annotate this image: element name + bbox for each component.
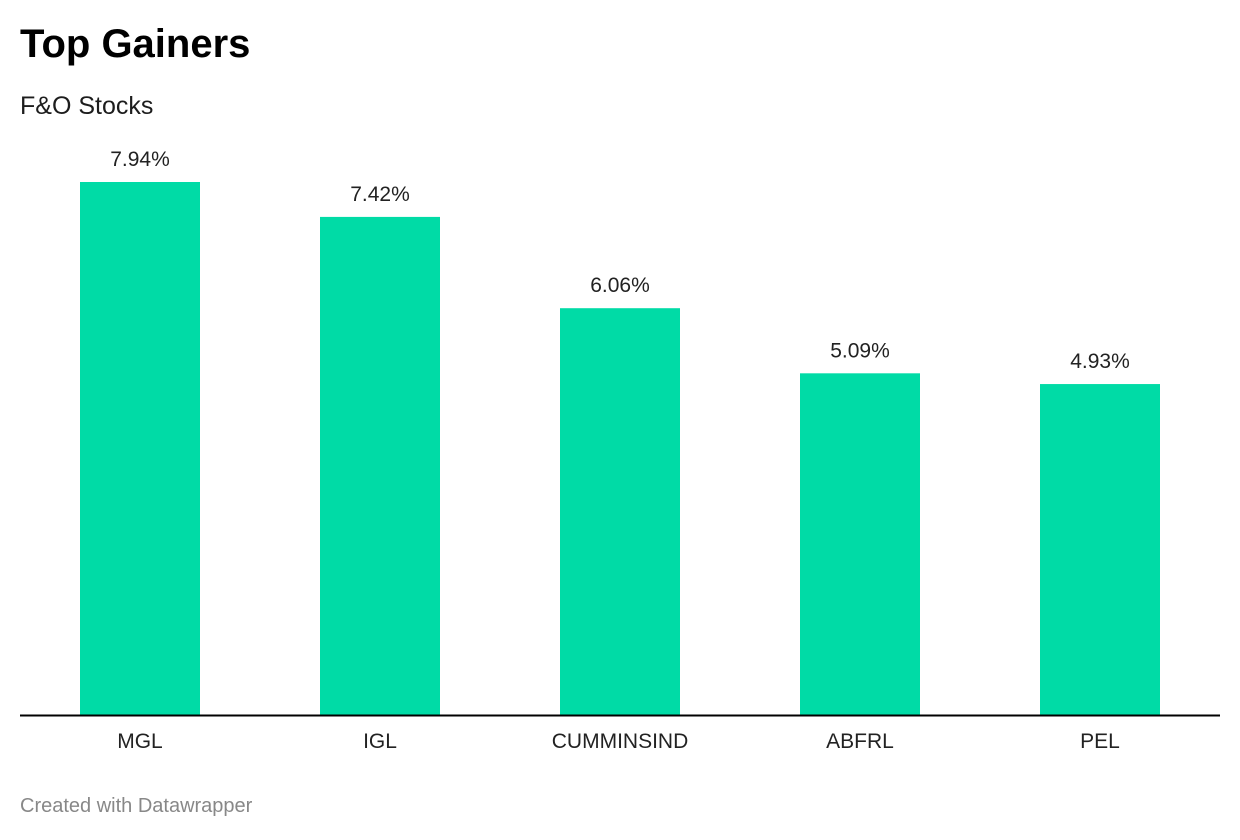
value-label-mgl: 7.94% (110, 148, 170, 171)
category-label-igl: IGL (363, 730, 397, 753)
category-label-abfrl: ABFRL (826, 730, 894, 753)
chart-title: Top Gainers (20, 22, 251, 66)
bar-igl (320, 216, 440, 715)
category-label-cumminsind: CUMMINSIND (552, 730, 689, 753)
credit-footer: Created with Datawrapper (20, 795, 253, 817)
category-label-pel: PEL (1080, 730, 1120, 753)
value-label-pel: 4.93% (1070, 350, 1130, 373)
chart-subtitle: F&O Stocks (20, 92, 154, 120)
bar-abfrl (800, 373, 920, 715)
value-label-cumminsind: 6.06% (590, 274, 650, 297)
category-labels-group: MGL IGL CUMMINSIND ABFRL PEL (117, 730, 1120, 753)
value-label-abfrl: 5.09% (830, 339, 890, 362)
bars-group (80, 182, 1160, 715)
value-labels-group: 7.94% 7.42% 6.06% 5.09% 4.93% (110, 148, 1130, 373)
category-label-mgl: MGL (117, 730, 163, 753)
bar-cumminsind (560, 308, 680, 715)
bar-pel (1040, 384, 1160, 715)
bar-mgl (80, 182, 200, 715)
value-label-igl: 7.42% (350, 183, 410, 206)
